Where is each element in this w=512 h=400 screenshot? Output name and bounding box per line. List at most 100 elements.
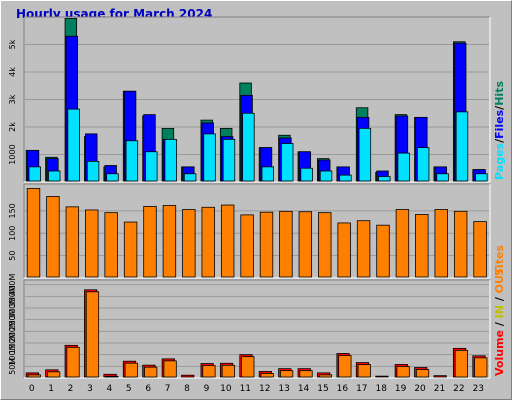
sites-bar-body bbox=[46, 196, 60, 278]
kbout-bar bbox=[202, 365, 216, 378]
sites-bar bbox=[220, 204, 235, 278]
kbout-bar bbox=[454, 349, 468, 378]
pages-bar-body bbox=[416, 147, 430, 182]
sites-bar bbox=[240, 214, 254, 278]
pages-bar bbox=[397, 152, 410, 182]
sites-bar bbox=[395, 209, 410, 278]
pages-bar bbox=[242, 112, 255, 182]
kbout-bar bbox=[474, 357, 488, 378]
hour-label: 12 bbox=[259, 384, 270, 394]
legend-volume-in-out-part: / bbox=[493, 293, 506, 305]
hits-panel-tick-label: 2k bbox=[8, 122, 17, 132]
sites-bar bbox=[298, 211, 313, 278]
kbout-bar-body bbox=[299, 370, 313, 378]
sites-bar-body bbox=[298, 211, 313, 278]
pages-bar-body bbox=[48, 170, 61, 182]
legend-volume-in-out-part: IN bbox=[493, 305, 506, 318]
pages-bar-body bbox=[319, 170, 333, 182]
hour-label: 3 bbox=[87, 384, 93, 394]
kbout-bar-body bbox=[85, 291, 100, 378]
legend-pages-files-hits-part: / bbox=[493, 105, 506, 110]
pages-bar-body bbox=[164, 138, 177, 182]
volume-panel-tick-label: 50M bbox=[8, 358, 17, 375]
hits-panel-tick-label: 5k bbox=[8, 39, 17, 49]
pages-bar-body bbox=[86, 160, 100, 182]
hour-label: 16 bbox=[337, 384, 349, 394]
pages-bar bbox=[222, 138, 236, 182]
sites-panel-tick-label: 100 bbox=[8, 226, 17, 241]
pages-bar-body bbox=[358, 127, 372, 182]
kbout-bar-body bbox=[415, 369, 430, 378]
kbout-bar bbox=[144, 366, 158, 378]
pages-bar-body bbox=[397, 152, 410, 182]
sites-bar bbox=[143, 205, 157, 278]
kbout-bar bbox=[357, 364, 371, 378]
volume-bar-body bbox=[433, 375, 447, 378]
sites-bar-body bbox=[473, 221, 487, 278]
kbout-bar bbox=[105, 375, 119, 378]
hour-label: 9 bbox=[204, 384, 210, 394]
sites-bar bbox=[376, 224, 390, 278]
hour-label: 22 bbox=[453, 384, 464, 394]
legend-volume-in-out-part: / bbox=[493, 318, 506, 330]
sites-bar-body bbox=[182, 209, 196, 278]
hour-label: 13 bbox=[278, 384, 289, 394]
legend-sites: Sites bbox=[493, 245, 506, 276]
kbout-bar-body bbox=[163, 360, 177, 378]
sites-bar-body bbox=[453, 210, 468, 278]
sites-bar-body bbox=[143, 205, 157, 278]
kbout-bar-body bbox=[27, 374, 41, 378]
sites-bar-body bbox=[356, 220, 371, 278]
hour-label: 6 bbox=[145, 384, 151, 394]
sites-bar-body bbox=[279, 210, 293, 278]
pages-bar-body bbox=[125, 140, 139, 182]
hour-label: 1 bbox=[48, 384, 54, 394]
sites-bar-body bbox=[220, 204, 235, 278]
kbout-bar bbox=[318, 374, 333, 378]
hour-label: 21 bbox=[434, 384, 445, 394]
pages-bar bbox=[67, 108, 80, 182]
pages-bar-body bbox=[436, 173, 449, 182]
hour-label: 20 bbox=[414, 384, 426, 394]
legend-pages-files-hits-part: Pages bbox=[493, 142, 506, 180]
sites-bar bbox=[162, 205, 177, 278]
kbout-bar bbox=[280, 370, 294, 378]
hour-label: 19 bbox=[395, 384, 407, 394]
volume-bar bbox=[181, 374, 195, 378]
pages-bar bbox=[28, 166, 42, 182]
pages-bar-body bbox=[281, 143, 294, 182]
kbout-bar bbox=[415, 369, 430, 378]
kbout-bar bbox=[299, 370, 313, 378]
volume-panel-tick-label: 300M bbox=[8, 297, 17, 319]
kbout-bar-body bbox=[318, 374, 333, 378]
volume-panel-tick-label: 400M bbox=[8, 273, 17, 295]
pages-bar-body bbox=[145, 151, 158, 182]
pages-bar bbox=[203, 133, 216, 182]
hits-panel-tick-label: 1000 bbox=[8, 144, 17, 164]
sites-bar bbox=[201, 206, 215, 278]
kbout-bar-body bbox=[396, 366, 410, 378]
kbout-bar-body bbox=[454, 349, 468, 378]
sites-bar bbox=[279, 210, 293, 278]
kbout-bar bbox=[241, 356, 255, 378]
kbout-bar-body bbox=[280, 370, 294, 378]
pages-bar bbox=[145, 151, 158, 182]
volume-bar-body bbox=[375, 375, 389, 378]
kbout-bar bbox=[163, 360, 177, 378]
sites-bar-body bbox=[415, 214, 429, 278]
kbout-bar bbox=[85, 291, 100, 378]
kbout-bar bbox=[27, 374, 41, 378]
kbout-bar-body bbox=[66, 346, 80, 378]
kbout-bar bbox=[260, 373, 274, 378]
sites-bar bbox=[259, 211, 274, 278]
kbout-bar bbox=[396, 366, 410, 378]
sites-bar bbox=[26, 188, 41, 278]
hour-label: 8 bbox=[184, 384, 190, 394]
pages-bar bbox=[455, 111, 469, 182]
sites-panel-tick-label: 50 bbox=[8, 251, 17, 261]
sites-bar-body bbox=[318, 212, 332, 278]
sites-bar-body bbox=[26, 188, 41, 278]
kbout-bar bbox=[221, 364, 235, 378]
sites-bar bbox=[473, 221, 487, 278]
pages-bar bbox=[475, 173, 488, 182]
